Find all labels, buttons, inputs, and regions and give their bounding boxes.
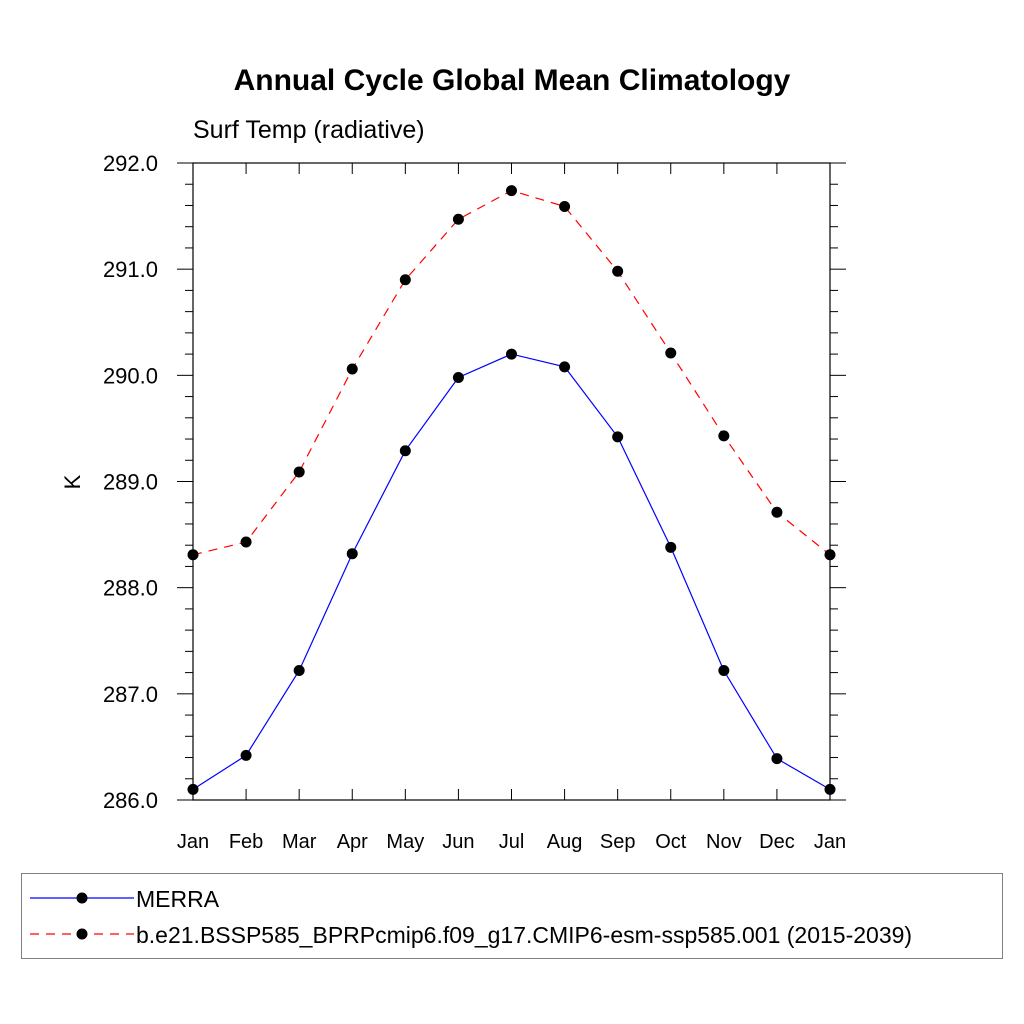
y-tick-label: 292.0 [103,151,158,176]
data-point [506,348,517,360]
data-point [559,361,571,373]
data-point [240,749,252,761]
data-point [771,506,783,518]
x-tick-label: Mar [282,831,317,853]
x-tick-label: Jan [177,831,209,853]
legend-item-merra: MERRA [22,884,1002,914]
chart-title: Annual Cycle Global Mean Climatology [234,64,791,97]
x-tick-label: Dec [759,831,795,853]
legend-swatch-merra [30,892,134,904]
chart: Annual Cycle Global Mean Climatology Sur… [60,64,846,853]
data-point [452,371,464,383]
legend-swatch-model [30,928,134,940]
x-tick-label: Sep [600,831,636,853]
data-point [399,445,411,457]
data-point [665,541,677,553]
data-point [187,783,199,795]
y-tick-label: 288.0 [103,576,158,601]
y-tick-label: 289.0 [103,470,158,495]
x-tick-label: Aug [547,831,583,853]
x-tick-label: Jul [499,831,525,853]
axes: Jan Feb Mar Apr May Jun Jul Aug Sep Oct Nov Dec Jan 2… [103,151,846,853]
y-tick-label: 286.0 [103,788,158,813]
data-point [824,783,836,795]
data-point [506,185,517,197]
data-point [346,548,358,560]
y-tick-label: 291.0 [103,257,158,282]
data-point [718,664,730,676]
data-point [346,363,358,375]
series-layer [187,185,836,795]
x-tick-label: Apr [337,831,368,853]
x-tick-label: Feb [229,831,263,853]
series-line-1 [192,189,831,556]
y-tick-label: 287.0 [103,682,158,707]
data-point [824,549,836,561]
data-point [293,664,305,676]
legend: MERRA b.e21.BSSP585_BPRPcmip6.f09_g17.CM… [21,873,1003,959]
y-axis-label: K [60,474,85,489]
x-tick-label: Nov [706,831,742,853]
data-point [187,549,199,561]
data-point [452,213,464,225]
chart-subtitle: Surf Temp (radiative) [193,116,425,144]
data-point [559,201,571,213]
data-point [718,430,730,442]
x-tick-label: Jan [814,831,846,853]
x-tick-label: Oct [655,831,687,853]
data-point [399,274,411,286]
legend-label-model: b.e21.BSSP585_BPRPcmip6.f09_g17.CMIP6-es… [136,922,913,948]
data-point [665,347,677,359]
legend-item-model: b.e21.BSSP585_BPRPcmip6.f09_g17.CMIP6-es… [22,920,1002,950]
x-tick-label: May [386,831,424,853]
data-point [293,466,305,478]
data-point [240,536,252,548]
x-tick-label: Jun [442,831,474,853]
y-tick-label: 290.0 [103,363,158,388]
data-point [612,431,624,443]
series-line-0 [192,353,831,790]
plot-frame [192,162,831,801]
data-point [612,265,624,277]
legend-label-merra: MERRA [136,886,220,912]
data-point [771,753,783,765]
